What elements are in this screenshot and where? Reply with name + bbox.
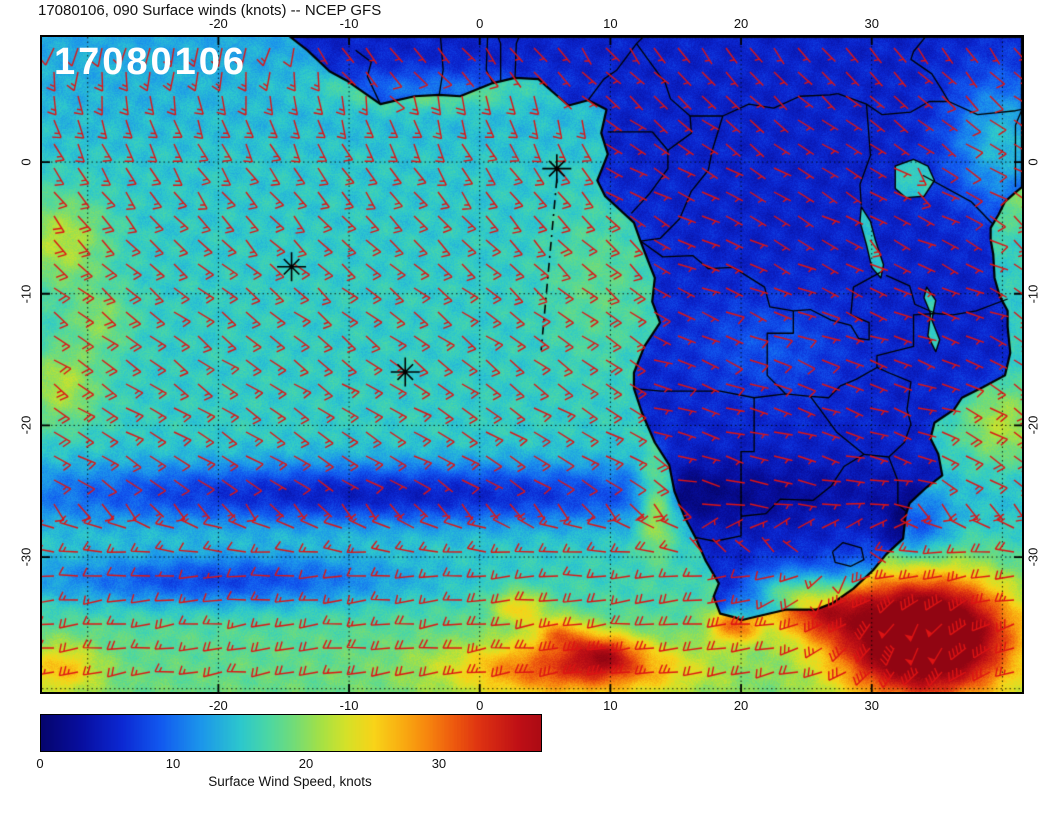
lat-tick-label-left: 0 <box>18 158 34 166</box>
lon-tick-label-bottom: 20 <box>733 698 749 713</box>
lon-tick-label-bottom: 0 <box>476 698 484 713</box>
map-plot-area: 17080106 <box>40 35 1024 694</box>
lat-tick-label-right: -30 <box>1025 547 1041 567</box>
lat-tick-label-right: -10 <box>1025 284 1041 304</box>
lat-tick-label-right: -20 <box>1025 415 1041 435</box>
lon-tick-label-bottom: -10 <box>339 698 359 713</box>
colorbar-tick-label: 10 <box>165 756 181 771</box>
wind-field-map-canvas <box>42 37 1022 692</box>
figure-title: 17080106, 090 Surface winds (knots) -- N… <box>38 2 382 19</box>
lon-tick-label-top: 30 <box>864 16 879 31</box>
run-timestamp-overlay: 17080106 <box>54 41 248 83</box>
lat-tick-label-left: -20 <box>18 415 34 435</box>
lon-tick-label-top: 10 <box>603 16 618 31</box>
lat-tick-label-left: -10 <box>18 284 34 304</box>
lat-tick-label-left: -30 <box>18 547 34 567</box>
lon-tick-label-bottom: 30 <box>864 698 879 713</box>
lon-tick-label-top: 20 <box>733 16 749 31</box>
lon-tick-label-bottom: 10 <box>603 698 618 713</box>
lon-tick-label-bottom: -20 <box>208 698 228 713</box>
colorbar-gradient <box>41 715 541 751</box>
colorbar <box>40 714 542 752</box>
lat-tick-label-right: 0 <box>1025 158 1041 166</box>
colorbar-tick-label: 20 <box>298 756 314 771</box>
colorbar-label: Surface Wind Speed, knots <box>208 774 372 789</box>
colorbar-tick-label: 0 <box>36 756 44 771</box>
lon-tick-label-top: 0 <box>476 16 484 31</box>
colorbar-tick-label: 30 <box>431 756 447 771</box>
